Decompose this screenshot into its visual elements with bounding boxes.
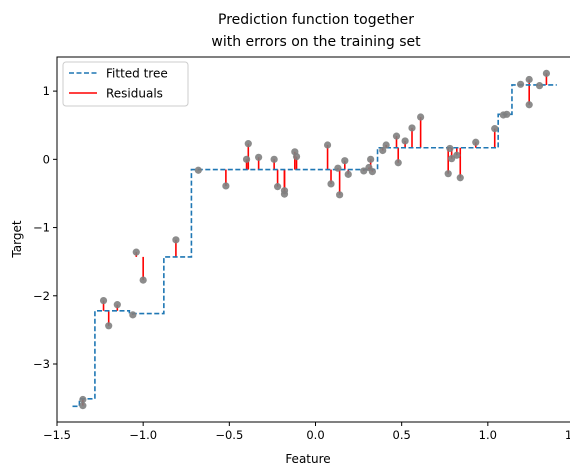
data-point <box>292 153 301 161</box>
data-point <box>542 69 551 77</box>
chart-title-line2: with errors on the training set <box>211 34 421 50</box>
data-point <box>99 296 108 305</box>
data-point <box>79 402 87 410</box>
x-axis-label: Feature <box>285 452 330 466</box>
plot-area <box>72 69 557 410</box>
data-point <box>444 170 452 178</box>
chart-title-line1: Prediction function together <box>218 12 414 28</box>
data-point <box>113 301 121 309</box>
data-point <box>280 190 289 198</box>
legend: Fitted tree Residuals <box>62 61 189 107</box>
data-point <box>368 168 376 176</box>
data-point <box>242 155 251 163</box>
data-point <box>255 153 263 161</box>
x-axis: −1.5 −1.0 −0.5 0.0 0.5 1.0 1.5 <box>43 422 570 442</box>
y-tick-label: −1 <box>33 221 50 235</box>
plot-frame <box>56 56 570 423</box>
x-tick-label: 0.0 <box>306 428 324 442</box>
x-tick-label: 1.0 <box>479 428 497 442</box>
data-point <box>491 125 499 133</box>
y-tick-label: −2 <box>33 289 50 303</box>
x-tick-label: 0.5 <box>393 428 411 442</box>
data-point <box>341 157 349 165</box>
legend-label-fitted-tree: Fitted tree <box>106 67 168 81</box>
x-tick-label: 1.5 <box>565 428 570 442</box>
data-point <box>394 159 402 167</box>
data-point <box>334 164 342 172</box>
data-point <box>417 113 425 121</box>
data-point <box>535 82 544 90</box>
data-point <box>367 155 375 163</box>
data-point <box>525 75 533 84</box>
data-point <box>244 140 252 148</box>
data-point <box>132 248 140 256</box>
data-point <box>344 170 352 178</box>
data-point <box>270 155 278 163</box>
x-tick-label: −1.0 <box>129 428 157 442</box>
data-point <box>273 183 282 191</box>
data-point <box>129 311 137 319</box>
y-tick-label: 1 <box>43 84 50 98</box>
data-point <box>222 182 230 190</box>
data-point <box>194 166 202 174</box>
y-tick-label: −3 <box>33 357 50 371</box>
data-point <box>79 395 87 404</box>
data-point <box>382 141 390 149</box>
legend-label-residuals: Residuals <box>106 87 163 101</box>
fitted-tree-line <box>72 84 557 408</box>
data-point <box>323 141 332 149</box>
data-point <box>525 101 533 109</box>
data-point <box>327 180 335 188</box>
data-point <box>105 322 113 330</box>
data-point <box>392 132 401 140</box>
data-point <box>408 124 416 132</box>
data-point <box>336 191 344 199</box>
data-point <box>456 174 464 182</box>
data-point <box>453 151 461 159</box>
x-tick-label: −0.5 <box>215 428 243 442</box>
data-point <box>401 137 409 145</box>
y-axis: −3 −2 −1 0 1 <box>33 84 57 371</box>
data-point <box>446 144 454 153</box>
data-point <box>172 236 180 244</box>
data-point <box>379 146 387 155</box>
y-axis-label: Target <box>10 220 24 258</box>
data-point <box>516 80 525 88</box>
y-tick-label: 0 <box>43 152 50 166</box>
data-point <box>448 155 456 163</box>
data-point <box>472 138 480 146</box>
data-point <box>503 110 511 118</box>
data-point <box>360 167 368 175</box>
data-point <box>139 276 147 284</box>
x-tick-label: −1.5 <box>43 428 71 442</box>
